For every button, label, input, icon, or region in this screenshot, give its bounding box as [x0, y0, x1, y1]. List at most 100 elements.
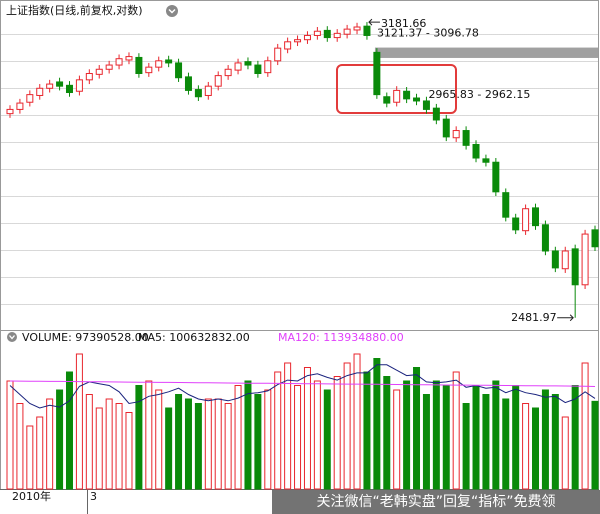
legend-ma120: MA120: 113934880.00	[278, 331, 404, 344]
volume-bar	[512, 385, 520, 490]
volume-bar	[95, 407, 103, 490]
candle-body	[284, 41, 292, 50]
candle-body	[234, 62, 242, 71]
candle-body	[95, 68, 103, 75]
candle-body	[432, 107, 440, 121]
candle-body	[541, 224, 549, 252]
volume-bar	[46, 398, 54, 490]
volume-bar	[343, 362, 351, 490]
candle-body	[244, 61, 252, 66]
volume-bar	[551, 394, 559, 490]
volume-bar	[135, 385, 143, 490]
volume-bar	[36, 416, 44, 490]
volume-title: VOLUME: 97390528.00	[22, 331, 149, 344]
volume-bar	[522, 403, 530, 490]
candle-body	[313, 30, 321, 36]
volume-bar	[532, 407, 540, 490]
candle-body	[36, 87, 44, 96]
volume-bar	[115, 403, 123, 490]
candle-body	[502, 192, 510, 218]
annotation-arrow	[368, 18, 380, 26]
volume-bar	[353, 353, 361, 490]
candle-body	[462, 130, 470, 146]
candle-body	[155, 60, 163, 68]
candle-body	[294, 39, 302, 43]
legend-ma5: MA5: 100632832.00	[138, 331, 250, 344]
volume-bar	[184, 398, 192, 490]
candle-body	[393, 89, 401, 103]
volume-bar	[561, 416, 569, 490]
volume-bar	[383, 376, 391, 490]
volume-bar	[571, 385, 579, 490]
volume-bar	[363, 371, 371, 490]
candle-body	[264, 60, 272, 74]
volume-bar	[75, 353, 83, 490]
chevron	[168, 8, 176, 14]
volume-bar	[274, 371, 282, 490]
candle-body	[323, 29, 331, 39]
gap-label: 3121.37 - 3096.78	[377, 27, 479, 40]
x-tick-label: 3	[90, 490, 97, 503]
volume-bar	[422, 394, 430, 490]
candle-body	[333, 32, 341, 39]
candle-body	[532, 207, 540, 227]
candle-body	[65, 84, 73, 94]
candle-body	[254, 64, 262, 74]
ma-line	[9, 380, 596, 387]
candle-body	[571, 248, 579, 286]
candle-body	[561, 250, 569, 270]
volume-bar	[373, 358, 381, 490]
candle-body	[581, 233, 589, 286]
candle-body	[472, 143, 480, 159]
candle-body	[204, 85, 212, 96]
highlight-box	[336, 64, 457, 114]
volume-bar	[452, 371, 460, 490]
volume-bar	[492, 380, 500, 490]
volume-bar	[333, 376, 341, 490]
volume-bar	[56, 389, 64, 490]
candle-body	[175, 62, 183, 79]
annotation-arrow	[557, 314, 574, 322]
candle-body	[422, 100, 430, 110]
ma-line	[9, 364, 596, 409]
volume-bar	[294, 385, 302, 490]
volume-bar	[303, 367, 311, 490]
volume-bar	[472, 385, 480, 490]
volume-bar	[145, 380, 153, 490]
x-tick-label: 2010年	[12, 489, 51, 503]
volume-bar	[284, 362, 292, 490]
candle-body	[165, 59, 173, 64]
candle-body	[492, 161, 500, 193]
volume-bar	[244, 380, 252, 490]
volume-menu-icon[interactable]	[7, 332, 17, 342]
watermark: 关注微信“老韩实盘”回复“指标”免费领	[316, 493, 555, 510]
candle-body	[6, 108, 14, 115]
annotation-range: 2965.83 - 2962.15	[428, 88, 530, 101]
candle-body	[184, 76, 192, 91]
volume-bar	[541, 389, 549, 490]
candle-body	[224, 68, 232, 77]
candle-body	[214, 75, 222, 87]
candle-body	[135, 56, 143, 74]
candle-body	[274, 47, 282, 62]
volume-bar	[224, 403, 232, 490]
volume-bar	[165, 407, 173, 490]
title-menu-icon[interactable]	[166, 5, 178, 17]
candle-body	[303, 34, 311, 41]
watermark-bg	[272, 490, 600, 514]
candle-body	[522, 208, 530, 232]
candle-body	[26, 94, 34, 103]
volume-bar	[581, 362, 589, 490]
gap-band	[374, 47, 598, 58]
annotation-low: 2481.97	[511, 311, 557, 324]
candle-body	[512, 217, 520, 231]
candle-body	[383, 96, 391, 104]
volume-bar	[26, 425, 34, 490]
candle-body	[452, 130, 460, 139]
volume-bar	[204, 398, 212, 490]
candle-body	[482, 158, 490, 163]
candle-body	[194, 89, 202, 98]
volume-bar	[254, 394, 262, 490]
candle-body	[56, 81, 64, 87]
annotation-peak: 3181.66	[381, 17, 427, 30]
